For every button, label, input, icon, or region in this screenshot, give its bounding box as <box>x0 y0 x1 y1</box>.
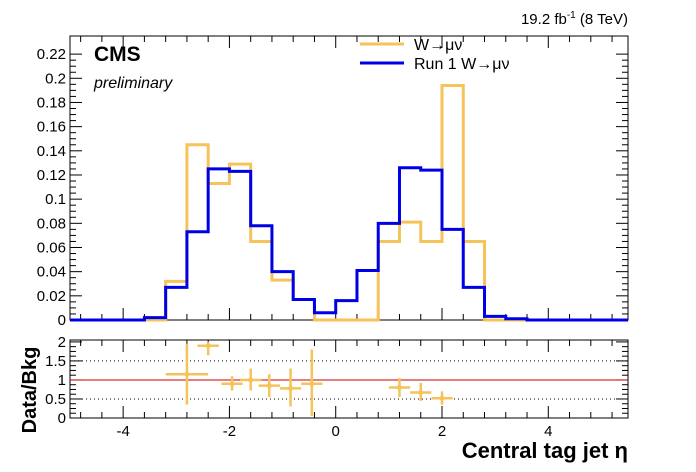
ratio-point <box>229 381 235 387</box>
main-y-tick-label: 0.2 <box>45 70 66 87</box>
ratio-point <box>248 377 254 383</box>
main-y-tick-label: 0.22 <box>37 46 66 63</box>
ratio-y-tick-label: 0 <box>58 410 66 427</box>
lumi-label: 19.2 fb-1 (8 TeV) <box>521 10 628 28</box>
legend: W→μν Run 1 W→μν <box>360 37 509 73</box>
lumi-prefix: 19.2 fb <box>521 11 567 28</box>
ratio-y-axis-title: Data/Bkg <box>19 347 41 434</box>
ratio-point <box>184 371 190 377</box>
ratio-plot: 0 0.5 1 1.5 2 -4 -2 0 2 4 <box>45 334 629 440</box>
status-label: preliminary <box>93 75 173 92</box>
ratio-y-tick-label: 2 <box>58 334 66 351</box>
main-y-tick-label: 0 <box>58 312 66 329</box>
series-1-histogram <box>70 84 628 322</box>
lumi-suffix: (8 TeV) <box>576 11 628 28</box>
main-y-tick-label: 0.08 <box>37 215 66 232</box>
main-y-tick-label: 0.18 <box>37 94 66 111</box>
main-y-tick-label: 0.06 <box>37 239 66 256</box>
ratio-x-tick-label: 4 <box>544 423 552 440</box>
legend-label-series-1: W→μν <box>414 37 462 54</box>
experiment-label: CMS <box>94 43 141 66</box>
ratio-x-tick-label: 0 <box>332 423 340 440</box>
main-y-tick-label: 0.16 <box>37 119 66 136</box>
main-y-tick-label: 0.12 <box>37 167 66 184</box>
ratio-point <box>396 385 402 391</box>
main-y-tick-label: 0.14 <box>37 143 66 160</box>
ratio-point <box>418 390 424 396</box>
ratio-point <box>288 385 294 391</box>
ratio-x-tick-label: -2 <box>223 423 236 440</box>
main-y-tick-label: 0.1 <box>45 191 66 208</box>
ratio-y-tick-label: 1 <box>58 372 66 389</box>
ratio-frame <box>69 339 629 419</box>
main-plot: 0 0.02 0.04 0.06 0.08 0.1 0.12 0.14 0.16 0.18 0.2 0… <box>37 35 629 329</box>
ratio-x-tick-label: -4 <box>116 423 129 440</box>
ratio-y-tick-label: 1.5 <box>45 353 66 370</box>
series-2-histogram <box>70 166 628 322</box>
ratio-point <box>266 383 272 389</box>
legend-label-series-2: Run 1 W→μν <box>414 56 509 73</box>
ratio-point <box>439 395 445 401</box>
ratio-point <box>309 381 315 387</box>
lumi-exponent: -1 <box>567 10 576 21</box>
main-y-tick-label: 0.04 <box>37 264 66 281</box>
ratio-y-tick-label: 0.5 <box>45 391 66 408</box>
ratio-x-tick-label: 2 <box>438 423 446 440</box>
ratio-point <box>205 343 211 349</box>
main-y-tick-label: 0.02 <box>37 288 66 305</box>
x-axis-title: Central tag jet η <box>462 438 628 463</box>
